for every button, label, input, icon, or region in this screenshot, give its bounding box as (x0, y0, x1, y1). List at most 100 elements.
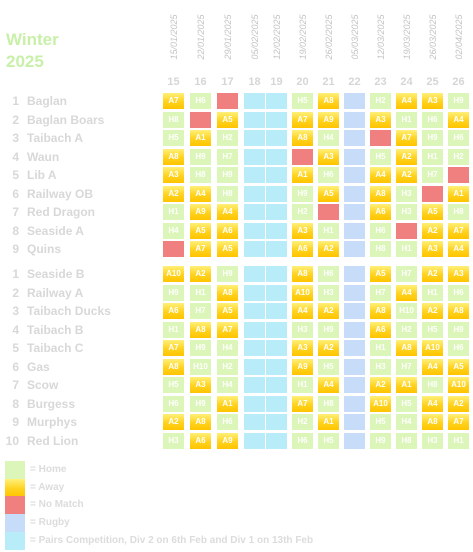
fixture-cell (266, 284, 287, 301)
fixture-cell (344, 111, 365, 128)
fixture-cell (266, 148, 287, 165)
legend-label: = Rugby (30, 517, 70, 529)
fixture-cell: A7 (448, 222, 469, 239)
team-position: 9 (12, 242, 19, 256)
fixture-cell: H3 (422, 432, 443, 449)
fixture-cell: H7 (190, 303, 211, 319)
fixture-cell (396, 222, 417, 239)
fixture-cell (344, 377, 365, 393)
fixture-cell: H4 (318, 130, 339, 146)
team-position: 9 (12, 415, 19, 429)
fixture-cell: A5 (190, 222, 211, 239)
team-name: Scow (27, 378, 59, 392)
team-name: Taibach A (27, 131, 84, 145)
team-name: Baglan (27, 94, 68, 108)
fixture-cell: A2 (422, 303, 443, 319)
fixture-cell: H5 (396, 395, 417, 412)
fixture-cell (244, 414, 265, 430)
fixture-cell (448, 167, 469, 183)
fixture-cell: A10 (448, 377, 469, 393)
legend-swatch (5, 514, 25, 533)
fixture-cell (244, 284, 265, 301)
date-header-text: 22/01/2025 (195, 14, 206, 60)
team-position: 5 (12, 341, 19, 355)
team-position: 6 (12, 359, 19, 374)
fixture-cell: H4 (217, 340, 238, 356)
fixture-cell (266, 414, 287, 430)
fixture-cell: A7 (190, 241, 211, 257)
team-name: Quins (27, 242, 62, 256)
fixture-cell: H3 (396, 185, 417, 202)
fixture-cell (344, 241, 365, 257)
fixture-cell: A8 (370, 185, 391, 202)
fixture-cell: H6 (448, 340, 469, 356)
fixture-cell: A8 (163, 148, 184, 165)
team-position: 2 (12, 112, 19, 127)
fixture-cell (244, 204, 265, 220)
fixture-cell: A3 (163, 167, 184, 183)
fixture-cell: A9 (292, 358, 313, 375)
date-header: 29/01/2025 (217, 8, 238, 66)
fixture-cell: A1 (292, 167, 313, 183)
fixture-cell: A6 (370, 204, 391, 220)
fixture-cell: A5 (217, 241, 238, 257)
fixture-cell: H2 (448, 148, 469, 165)
fixture-cell: H7 (370, 284, 391, 301)
week-number: 17 (221, 76, 234, 88)
fixture-cell: H3 (318, 284, 339, 301)
fixture-cell (266, 266, 287, 282)
fixture-cell: H1 (163, 204, 184, 220)
date-header-text: 12/03/2025 (375, 14, 386, 60)
legend-swatch (5, 461, 25, 479)
fixture-cell: A8 (217, 284, 238, 301)
fixture-cell (370, 130, 391, 146)
fixture-cell (266, 358, 287, 375)
fixture-cell: A2 (422, 266, 443, 282)
fixture-cell: H3 (370, 358, 391, 375)
fixture-cell: H1 (448, 432, 469, 449)
fixture-cell: H8 (396, 432, 417, 449)
fixture-cell: A8 (370, 303, 391, 319)
fixture-cell: A4 (396, 284, 417, 301)
fixture-cell: H7 (396, 266, 417, 282)
week-number: 23 (374, 76, 387, 88)
fixture-cell: H2 (396, 321, 417, 338)
team-position: 1 (12, 94, 19, 108)
legend-label: = Away (30, 481, 65, 493)
fixture-cell (163, 241, 184, 257)
fixture-cell: A1 (190, 130, 211, 146)
fixture-cell: A3 (318, 148, 339, 165)
fixture-cell (344, 204, 365, 220)
fixture-cell (244, 148, 265, 165)
fixture-cell: A4 (448, 111, 469, 128)
team-position: 7 (12, 205, 19, 219)
fixture-cell (292, 148, 313, 165)
fixture-cell: A4 (422, 358, 443, 375)
fixture-cell: H9 (448, 321, 469, 338)
fixture-cell (244, 303, 265, 319)
date-header-text: 12/02/2025 (271, 14, 282, 60)
week-number: 19 (270, 76, 283, 88)
fixture-cell: H9 (190, 395, 211, 412)
fixture-cell (244, 111, 265, 128)
fixture-cell (344, 130, 365, 146)
fixture-cell: A4 (396, 93, 417, 109)
fixture-cell: H5 (163, 377, 184, 393)
fixture-cell: H2 (292, 204, 313, 220)
date-header-text: 29/01/2025 (222, 14, 233, 60)
fixture-cell: H2 (292, 414, 313, 430)
fixture-cell (344, 340, 365, 356)
fixture-cell: H9 (318, 321, 339, 338)
fixture-cell: H6 (163, 395, 184, 412)
fixture-cell: A7 (292, 395, 313, 412)
team-name: Baglan Boars (27, 112, 105, 127)
fixture-cell: A1 (396, 377, 417, 393)
team-name: Murphys (27, 415, 78, 429)
title-line-1: Winter (6, 30, 59, 49)
team-position: 7 (12, 378, 19, 392)
team-name: Waun (27, 149, 60, 164)
fixture-cell: H9 (163, 284, 184, 301)
fixture-cell: A8 (163, 358, 184, 375)
fixture-cell: A8 (318, 93, 339, 109)
fixture-cell (244, 340, 265, 356)
